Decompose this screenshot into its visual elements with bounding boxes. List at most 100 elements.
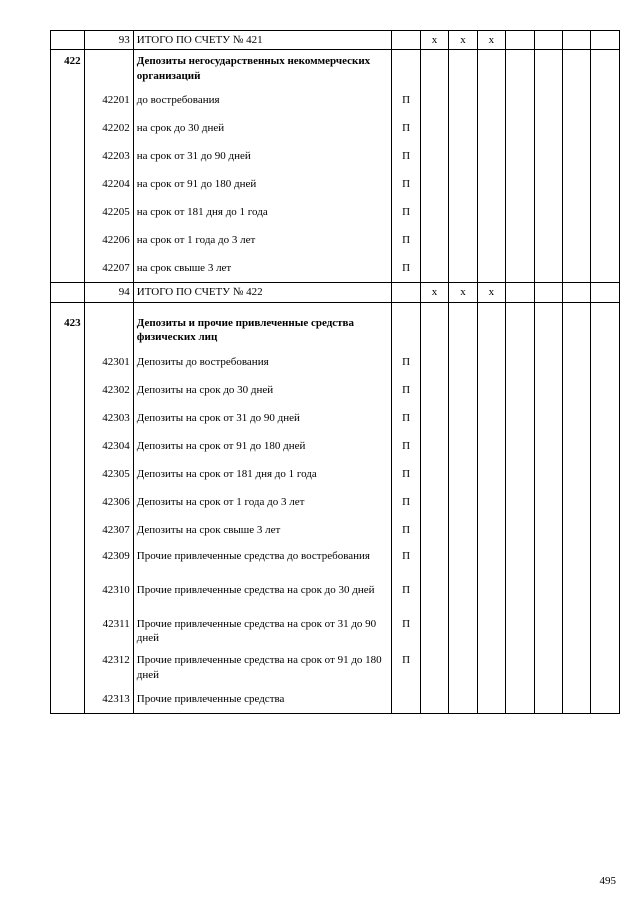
value-cell (477, 686, 505, 714)
value-cell: П (392, 433, 420, 461)
description-cell: Депозиты и прочие привлеченные средства … (133, 312, 392, 349)
code-cell: 42313 (84, 686, 133, 714)
value-cell: П (392, 489, 420, 517)
group-cell (51, 649, 85, 686)
page-number: 495 (600, 875, 617, 887)
value-cell (534, 349, 562, 377)
value-cell (506, 50, 534, 87)
table-row: 42306Депозиты на срок от 1 года до 3 лет… (51, 489, 620, 517)
table-row: 42303Депозиты на срок от 31 до 90 днейП (51, 405, 620, 433)
description-cell: на срок до 30 дней (133, 115, 392, 143)
value-cell: x (477, 31, 505, 50)
value-cell (506, 312, 534, 349)
value-cell (534, 433, 562, 461)
group-cell (51, 489, 85, 517)
value-cell: x (420, 31, 448, 50)
value-cell (449, 433, 477, 461)
value-cell (534, 31, 562, 50)
value-cell (563, 461, 591, 489)
value-cell: П (392, 199, 420, 227)
value-cell (506, 517, 534, 545)
value-cell (591, 171, 620, 199)
value-cell (591, 255, 620, 283)
value-cell (563, 517, 591, 545)
value-cell (534, 545, 562, 579)
group-cell (51, 545, 85, 579)
spacer-cell (477, 302, 505, 312)
description-cell: Прочие привлеченные средства на срок от … (133, 649, 392, 686)
value-cell (563, 686, 591, 714)
value-cell (563, 349, 591, 377)
value-cell (506, 579, 534, 613)
value-cell (420, 50, 448, 87)
value-cell (449, 649, 477, 686)
value-cell (506, 255, 534, 283)
description-cell: Прочие привлеченные средства (133, 686, 392, 714)
value-cell (506, 461, 534, 489)
code-cell: 42205 (84, 199, 133, 227)
value-cell (506, 349, 534, 377)
value-cell (534, 613, 562, 650)
table-row: 94ИТОГО ПО СЧЕТУ № 422xxx (51, 283, 620, 302)
value-cell (506, 649, 534, 686)
description-cell: Депозиты на срок от 91 до 180 дней (133, 433, 392, 461)
value-cell (420, 199, 448, 227)
value-cell (449, 349, 477, 377)
value-cell (591, 545, 620, 579)
value-cell (420, 87, 448, 115)
group-cell (51, 171, 85, 199)
value-cell: П (392, 461, 420, 489)
value-cell (591, 143, 620, 171)
value-cell (477, 312, 505, 349)
value-cell (477, 255, 505, 283)
value-cell (449, 143, 477, 171)
value-cell: П (392, 377, 420, 405)
value-cell (591, 613, 620, 650)
code-cell: 42306 (84, 489, 133, 517)
value-cell (420, 349, 448, 377)
value-cell (477, 377, 505, 405)
code-cell: 94 (84, 283, 133, 302)
value-cell (534, 171, 562, 199)
spacer-cell (51, 302, 85, 312)
value-cell (449, 227, 477, 255)
description-cell: на срок от 1 года до 3 лет (133, 227, 392, 255)
value-cell (477, 227, 505, 255)
code-cell: 42302 (84, 377, 133, 405)
group-cell (51, 433, 85, 461)
value-cell (534, 115, 562, 143)
group-cell (51, 199, 85, 227)
code-cell: 42312 (84, 649, 133, 686)
table-row: 42203на срок от 31 до 90 днейП (51, 143, 620, 171)
value-cell (420, 171, 448, 199)
group-cell (51, 283, 85, 302)
value-cell (420, 461, 448, 489)
value-cell (477, 349, 505, 377)
value-cell (506, 31, 534, 50)
value-cell: П (392, 349, 420, 377)
table-row: 42302Депозиты на срок до 30 днейП (51, 377, 620, 405)
group-cell (51, 686, 85, 714)
value-cell (534, 579, 562, 613)
value-cell: x (420, 283, 448, 302)
code-cell: 42301 (84, 349, 133, 377)
value-cell (506, 227, 534, 255)
value-cell (449, 87, 477, 115)
value-cell (534, 649, 562, 686)
group-cell (51, 255, 85, 283)
value-cell (477, 649, 505, 686)
value-cell: П (392, 613, 420, 650)
value-cell (477, 87, 505, 115)
value-cell (534, 405, 562, 433)
value-cell (449, 545, 477, 579)
value-cell (534, 312, 562, 349)
value-cell (534, 143, 562, 171)
table-row: 42310Прочие привлеченные средства на сро… (51, 579, 620, 613)
value-cell (420, 545, 448, 579)
value-cell (449, 312, 477, 349)
value-cell (477, 545, 505, 579)
value-cell: П (392, 579, 420, 613)
value-cell (506, 405, 534, 433)
value-cell (477, 613, 505, 650)
value-cell (591, 461, 620, 489)
